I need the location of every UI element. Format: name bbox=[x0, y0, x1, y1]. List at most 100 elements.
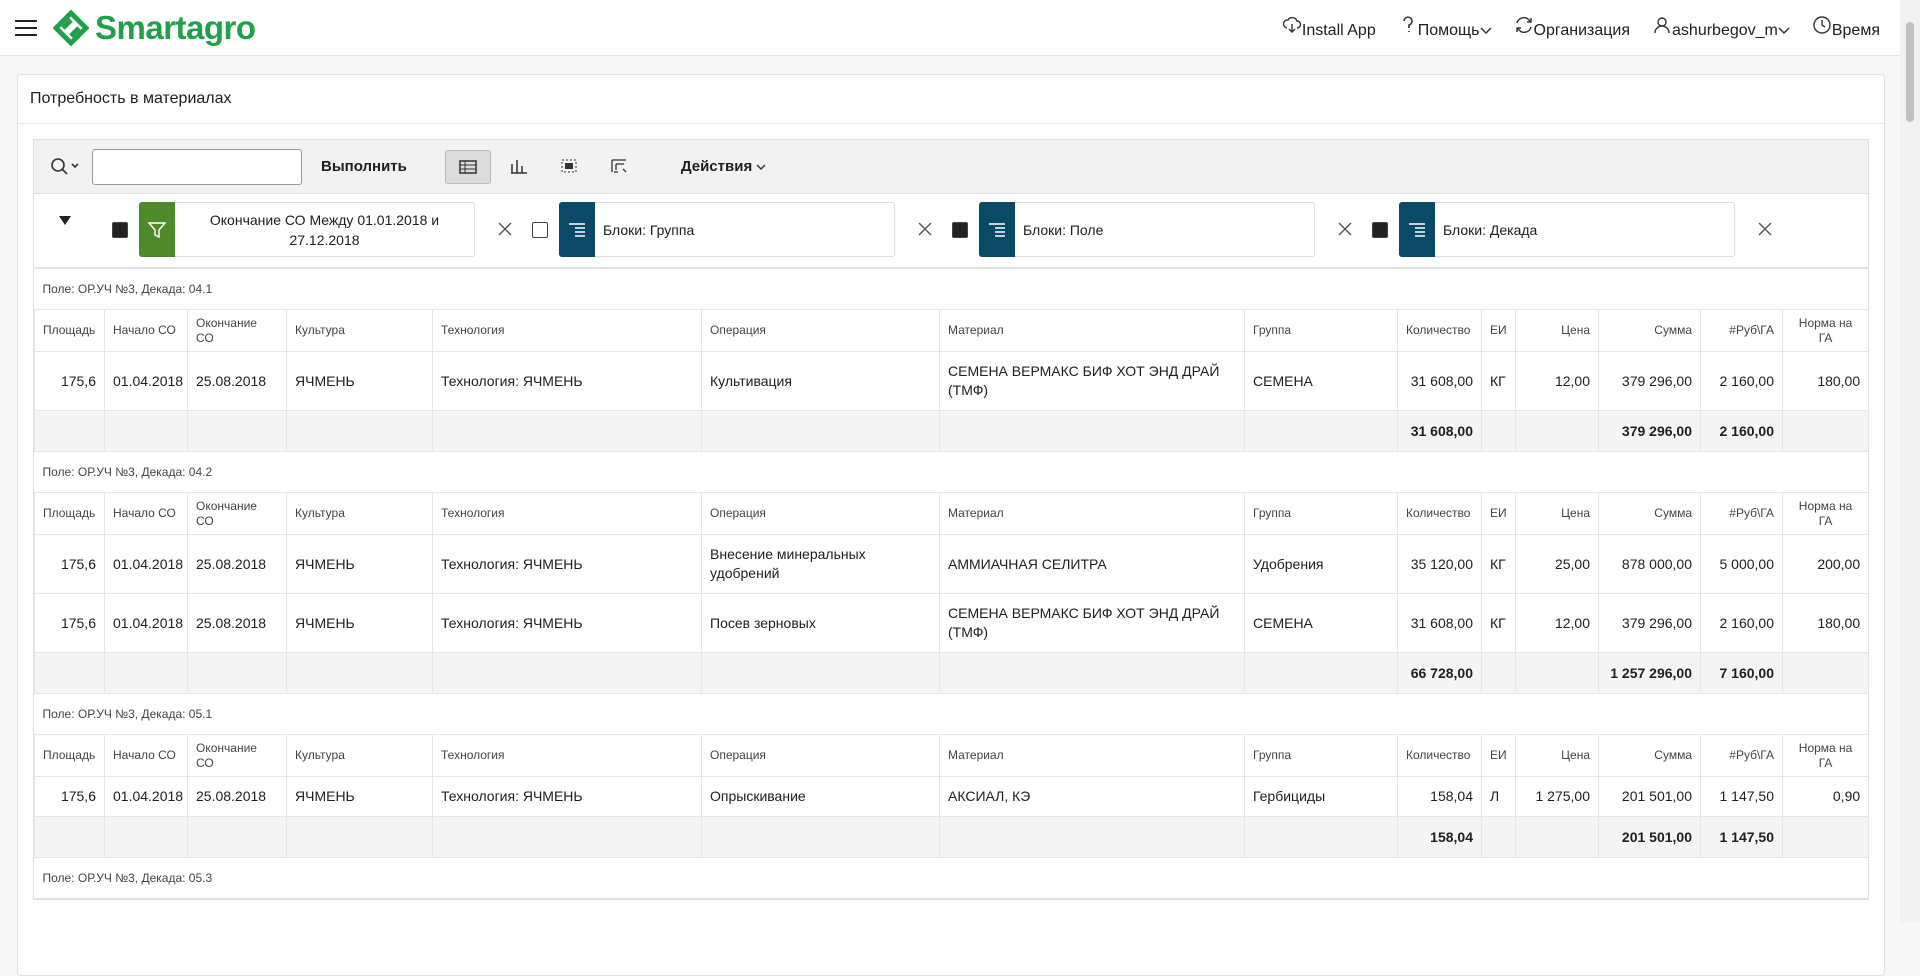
column-header[interactable]: Операция bbox=[701, 492, 940, 535]
column-header[interactable]: Количество bbox=[1397, 492, 1482, 535]
empty-cell bbox=[432, 652, 702, 694]
nav-icon bbox=[1282, 16, 1302, 33]
nav-item[interactable]: Организация bbox=[1514, 15, 1630, 40]
region: Потребность в материалах Выполнить Дейст… bbox=[17, 74, 1885, 976]
filter-pill[interactable]: Блоки: Декада bbox=[1399, 202, 1735, 257]
body: Smartagro Install App Помощь Организация as… bbox=[0, 8, 1914, 976]
column-header[interactable]: Цена bbox=[1515, 309, 1599, 352]
cell: Гербициды bbox=[1244, 776, 1398, 817]
filter-checkbox[interactable] bbox=[952, 222, 968, 238]
column-header[interactable]: Культура bbox=[286, 492, 433, 535]
filter-checkbox[interactable] bbox=[532, 222, 548, 238]
column-header[interactable]: Культура bbox=[286, 734, 433, 777]
cell: 2 160,00 bbox=[1700, 351, 1783, 411]
column-header[interactable]: Цена bbox=[1515, 734, 1599, 777]
search-menu[interactable] bbox=[50, 157, 84, 177]
cell: 200,00 bbox=[1781, 534, 1870, 594]
column-header[interactable]: Операция bbox=[701, 309, 940, 352]
column-header[interactable]: Площадь bbox=[34, 309, 105, 352]
column-header[interactable]: Материал bbox=[939, 309, 1245, 352]
filter-remove[interactable] bbox=[1757, 221, 1773, 242]
column-header[interactable]: Материал bbox=[939, 734, 1245, 777]
filter-remove[interactable] bbox=[497, 221, 513, 242]
column-header[interactable]: Технология bbox=[432, 492, 702, 535]
collapse-toggle[interactable] bbox=[59, 216, 71, 226]
actions-menu[interactable]: Действия bbox=[681, 158, 766, 175]
filter-checkbox[interactable] bbox=[1372, 222, 1388, 238]
column-header[interactable]: Технология bbox=[432, 309, 702, 352]
data-row: 175,6 01.04.2018 25.08.2018 ЯЧМЕНЬ Технологи… bbox=[34, 593, 1870, 653]
column-header[interactable]: #Руб\ГА bbox=[1700, 492, 1783, 535]
chevron bbox=[1479, 27, 1492, 35]
empty-cell bbox=[187, 410, 287, 452]
brand[interactable]: Smartagro bbox=[95, 8, 256, 46]
column-header[interactable]: Технология bbox=[432, 734, 702, 777]
nav-item[interactable]: ashurbegov_m bbox=[1652, 15, 1790, 40]
scroll-thumb[interactable] bbox=[1906, 22, 1914, 122]
data-row: 175,6 01.04.2018 25.08.2018 ЯЧМЕНЬ Технологи… bbox=[34, 351, 1870, 411]
filter-remove[interactable] bbox=[917, 221, 933, 242]
column-header[interactable]: Культура bbox=[286, 309, 433, 352]
filter-checkbox[interactable] bbox=[112, 222, 128, 238]
column-header[interactable]: Окончание СО bbox=[187, 492, 287, 535]
column-header[interactable]: Площадь bbox=[34, 734, 105, 777]
column-header[interactable]: Количество bbox=[1397, 309, 1482, 352]
column-header[interactable]: Начало СО bbox=[104, 492, 188, 535]
column-header[interactable]: Сумма bbox=[1598, 734, 1701, 777]
detail-view[interactable] bbox=[547, 150, 591, 182]
column-header[interactable]: Цена bbox=[1515, 492, 1599, 535]
cell: Посев зерновых bbox=[701, 593, 940, 653]
cell: 201 501,00 bbox=[1598, 776, 1701, 817]
cell: 0,90 bbox=[1781, 776, 1870, 817]
column-header[interactable]: Окончание СО bbox=[187, 309, 287, 352]
cell: ЯЧМЕНЬ bbox=[286, 593, 433, 653]
column-header[interactable]: Норма на ГА bbox=[1781, 492, 1870, 535]
total-cell: 2 160,00 bbox=[1700, 410, 1783, 452]
column-header[interactable]: Окончание СО bbox=[187, 734, 287, 777]
column-header[interactable]: ЕИ bbox=[1481, 309, 1516, 352]
empty-cell bbox=[104, 410, 188, 452]
search-input[interactable] bbox=[92, 148, 302, 185]
column-header[interactable]: #Руб\ГА bbox=[1700, 734, 1783, 777]
filter-pill[interactable]: Блоки: Поле bbox=[979, 202, 1315, 257]
column-header[interactable]: Группа bbox=[1244, 309, 1398, 352]
empty-cell bbox=[1781, 816, 1870, 858]
column-header[interactable]: ЕИ bbox=[1481, 492, 1516, 535]
go-button[interactable]: Выполнить bbox=[321, 158, 407, 175]
page: Smartagro {"header": {"brand": "Smartagr… bbox=[0, 8, 1914, 976]
nav-label: Помощь bbox=[1417, 22, 1480, 39]
cell: 878 000,00 bbox=[1598, 534, 1701, 594]
column-header[interactable]: Группа bbox=[1244, 492, 1398, 535]
nav-item[interactable]: Install App bbox=[1282, 15, 1376, 40]
total-cell: 158,04 bbox=[1397, 816, 1482, 858]
column-header[interactable]: Сумма bbox=[1598, 309, 1701, 352]
column-header[interactable]: Начало СО bbox=[104, 734, 188, 777]
column-header[interactable]: Площадь bbox=[34, 492, 105, 535]
column-header[interactable]: #Руб\ГА bbox=[1700, 309, 1783, 352]
empty-cell bbox=[1244, 652, 1398, 694]
column-header[interactable]: Количество bbox=[1397, 734, 1482, 777]
empty-cell bbox=[286, 652, 433, 694]
chart-view[interactable] bbox=[497, 150, 541, 182]
menu-button[interactable] bbox=[15, 19, 37, 37]
column-header[interactable]: ЕИ bbox=[1481, 734, 1516, 777]
grid-view[interactable] bbox=[444, 149, 491, 184]
column-header[interactable]: Норма на ГА bbox=[1781, 734, 1870, 777]
column-header[interactable]: Начало СО bbox=[104, 309, 188, 352]
column-header[interactable]: Группа bbox=[1244, 734, 1398, 777]
nav-item[interactable]: Время bbox=[1812, 15, 1880, 40]
column-header[interactable]: Материал bbox=[939, 492, 1245, 535]
group-title: Поле: ОР.УЧ №3, Декада: 05.3 bbox=[34, 857, 1869, 899]
filter-pill[interactable]: Блоки: Группа bbox=[559, 202, 895, 257]
filter-pill[interactable]: Окончание СО Между 01.01.2018 и 27.12.20… bbox=[139, 202, 475, 257]
column-header[interactable]: Норма на ГА bbox=[1781, 309, 1870, 352]
cell: Внесение минеральных удобрений bbox=[701, 534, 940, 594]
column-header[interactable]: Сумма bbox=[1598, 492, 1701, 535]
pivot-view[interactable] bbox=[597, 150, 641, 182]
total-cell: 1 257 296,00 bbox=[1598, 652, 1701, 694]
filter-icon bbox=[979, 202, 1015, 257]
empty-cell bbox=[1515, 816, 1599, 858]
nav-item[interactable]: Помощь bbox=[1398, 15, 1492, 40]
filter-remove[interactable] bbox=[1337, 221, 1353, 242]
column-header[interactable]: Операция bbox=[701, 734, 940, 777]
